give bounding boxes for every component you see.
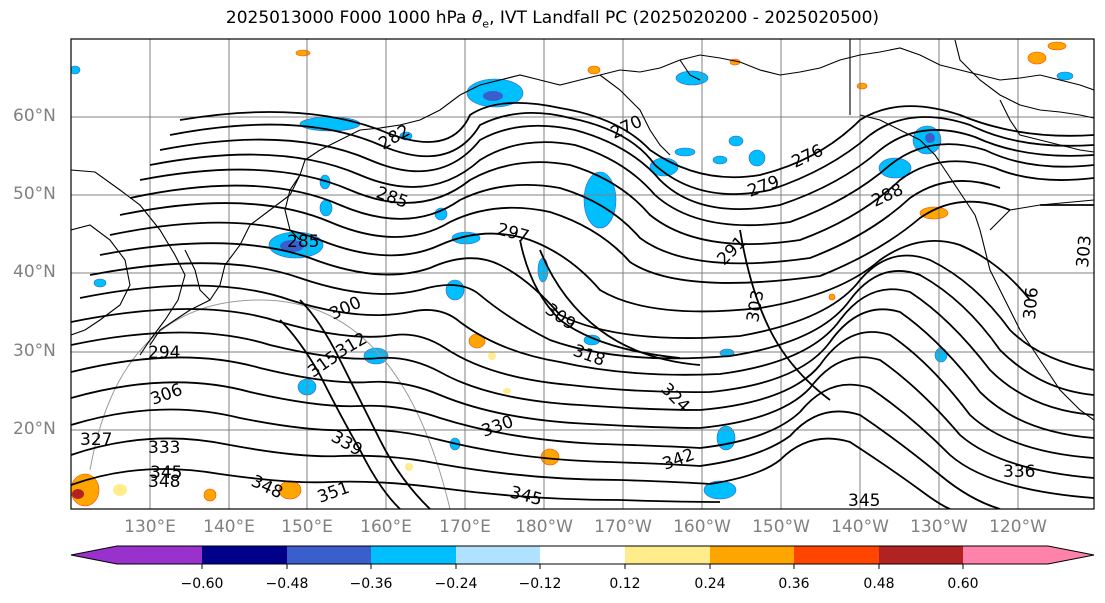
title-suffix: , IVT Landfall PC (2025020200 - 20250205… [489,8,880,28]
lat-label-20n: 20°N [13,419,56,439]
contour-label: 324 [656,379,693,416]
lon-label: 170°W [594,517,652,537]
title-theta-subscript: e [482,17,490,31]
contour-label: 333 [148,438,180,458]
lon-label: 130°W [910,517,968,537]
contour-label: 282 [376,121,414,155]
lon-label: 170°E [439,517,491,537]
region-outline [89,299,451,509]
contour-label: 336 [1003,462,1035,482]
lon-label: 120°W [989,517,1047,537]
lat-label-30n: 30°N [13,341,56,361]
lon-label: 180°W [515,517,573,537]
lat-label-50n: 50°N [13,184,56,204]
theta-e-contours [71,101,1094,509]
colorbar-tick-label: −0.36 [349,576,393,592]
contour-label: 345 [150,463,182,483]
map-frame [70,38,1095,510]
contour-label: 306 [1020,286,1043,320]
lon-label: 150°W [752,517,810,537]
ivt-patch-strong-negative [280,91,935,252]
ivt-patch-strong-positive [72,489,84,499]
ivt-patch-light-positive [113,352,511,496]
contour-label: 330 [479,412,516,442]
colorbar-tick-label: 0.48 [863,576,895,592]
colorbar-tick-label: 0.60 [947,576,979,592]
colorbar-tick-label: −0.24 [434,576,478,592]
contour-label: 303 [1073,234,1096,268]
contour-label: 318 [570,341,607,371]
lat-label-60n: 60°N [13,106,56,126]
contour-label: 297 [495,220,532,248]
lon-label: 140°E [203,517,255,537]
colorbar-tick-label: 0.24 [694,576,726,592]
lon-label: 150°E [281,517,333,537]
colorbar-tick-label: −0.48 [265,576,309,592]
map-content [71,39,1094,509]
lon-label: 160°W [673,517,731,537]
contour-label: 348 [148,472,180,492]
contour-label: 300 [327,293,365,325]
contour-label: 345 [508,483,545,511]
colorbar-tick-label: −0.12 [518,576,562,592]
title-prefix: 2025013000 F000 1000 hPa [225,8,472,28]
lat-label-40n: 40°N [13,262,56,282]
ivt-shading [71,41,1074,507]
contour-label: 306 [148,380,185,410]
colorbar-tick-label: −0.60 [180,576,224,592]
contour-label: 285 [287,232,319,252]
lon-label: 160°E [360,517,412,537]
contour-label: 327 [80,430,112,450]
lon-label: 140°W [831,517,889,537]
contour-label: 294 [148,343,180,363]
colorbar-tick-label: 0.36 [778,576,810,592]
contour-label: 342 [660,445,697,475]
lon-label: 130°E [124,517,176,537]
title-theta-symbol: θ [471,8,483,28]
contour-label: 345 [848,491,880,511]
chart-title: 2025013000 F000 1000 hPa θe, IVT Landfal… [0,8,1105,30]
contour-label: 348 [248,471,286,503]
colorbar-tick-label: 0.12 [609,576,641,592]
